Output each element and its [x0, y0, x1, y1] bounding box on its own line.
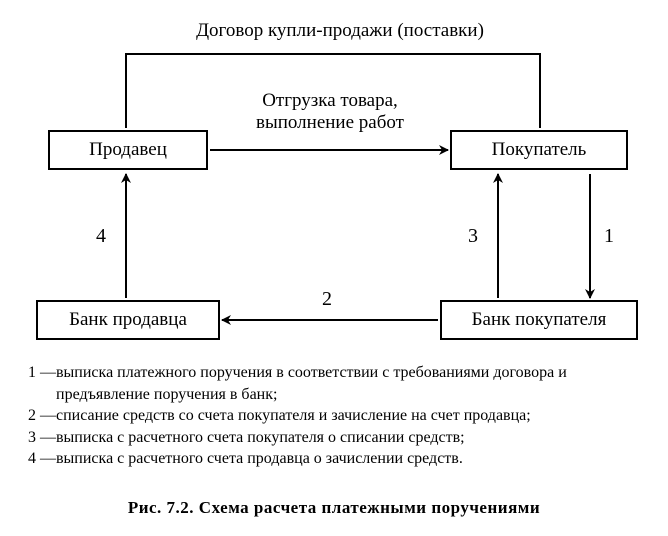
node-buyer-bank: Банк покупателя [440, 300, 638, 340]
legend-number: 3 — [28, 427, 56, 449]
node-buyer-label: Покупатель [492, 140, 587, 161]
legend-number: 2 — [28, 405, 56, 427]
node-buyer: Покупатель [450, 130, 628, 170]
diagram-canvas: Продавец Покупатель Банк продавца Банк п… [0, 0, 668, 536]
figure-caption-text: Рис. 7.2. Схема расчета платежными поруч… [128, 498, 540, 517]
shipment-label-line2: выполнение работ [256, 112, 404, 133]
shipment-label: Отгрузка товара, выполнение работ [220, 90, 440, 134]
figure-caption: Рис. 7.2. Схема расчета платежными поруч… [0, 498, 668, 518]
contract-label: Договор купли-продажи (поставки) [170, 20, 510, 42]
edge-number-2: 2 [322, 288, 332, 311]
edge-number-4: 4 [96, 225, 106, 248]
node-buyer-bank-label: Банк покупателя [472, 310, 607, 331]
legend-number: 1 — [28, 362, 56, 384]
legend-row: 3 — выписка с расчетного счета покупател… [28, 427, 648, 449]
node-seller-label: Продавец [89, 140, 167, 161]
edge-number-3: 3 [468, 225, 478, 248]
legend: 1 — выписка платежного поручения в соотв… [28, 362, 648, 470]
contract-label-text: Договор купли-продажи (поставки) [196, 20, 484, 41]
legend-row: 2 — списание средств со счета покупателя… [28, 405, 648, 427]
legend-row: 4 — выписка с расчетного счета продавца … [28, 448, 648, 470]
legend-text: выписка платежного поручения в соответст… [56, 362, 648, 405]
legend-text: списание средств со счета покупателя и з… [56, 405, 648, 427]
legend-text: выписка с расчетного счета покупателя о … [56, 427, 648, 449]
node-seller-bank-label: Банк продавца [69, 310, 187, 331]
edge-number-1: 1 [604, 225, 614, 248]
legend-row: 1 — выписка платежного поручения в соотв… [28, 362, 648, 405]
legend-number: 4 — [28, 448, 56, 470]
node-seller-bank: Банк продавца [36, 300, 220, 340]
shipment-label-line1: Отгрузка товара, [262, 90, 398, 111]
legend-text: выписка с расчетного счета продавца о за… [56, 448, 648, 470]
node-seller: Продавец [48, 130, 208, 170]
